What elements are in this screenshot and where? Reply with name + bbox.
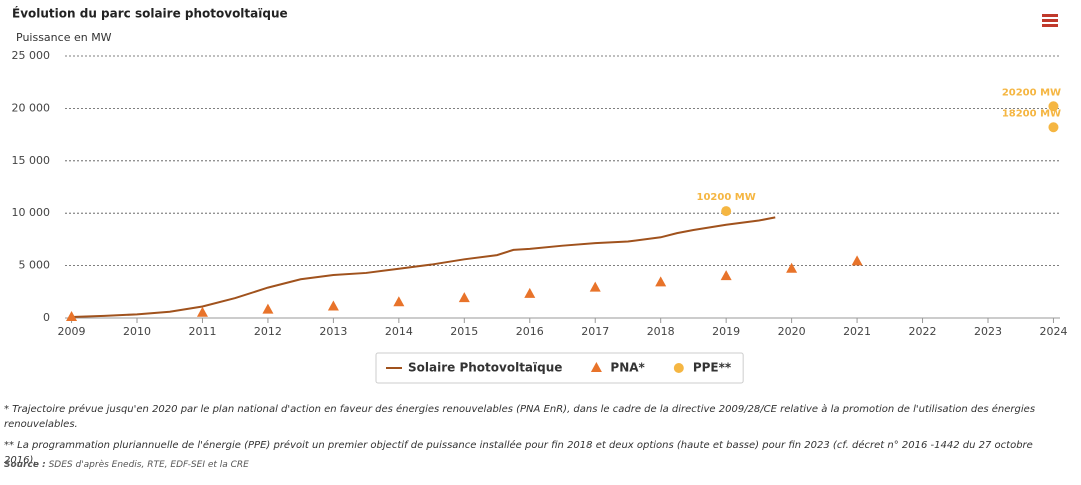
x-tick-label: 2016 xyxy=(516,325,544,338)
x-tick-label: 2011 xyxy=(188,325,216,338)
data-label: 10200 MW xyxy=(697,192,756,203)
x-tick-label: 2019 xyxy=(712,325,740,338)
y-axis-label: Puissance en MW xyxy=(16,31,112,44)
x-tick-label: 2018 xyxy=(647,325,675,338)
triangle-marker xyxy=(327,300,339,311)
legend-label: PNA* xyxy=(610,361,645,375)
triangle-marker xyxy=(655,276,667,287)
triangle-marker xyxy=(66,310,78,321)
y-tick-label: 15 000 xyxy=(12,154,51,167)
x-tick-label: 2020 xyxy=(778,325,806,338)
chart: Évolution du parc solaire photovoltaïque… xyxy=(12,6,1067,384)
menu-icon[interactable] xyxy=(1042,14,1058,27)
y-tick-label: 0 xyxy=(43,311,50,324)
series-line xyxy=(71,216,776,318)
legend-label: Solaire Photovoltaïque xyxy=(408,361,562,375)
legend-box xyxy=(375,352,744,384)
triangle-marker xyxy=(720,270,732,281)
x-tick-label: 2024 xyxy=(1039,325,1067,338)
circle-marker xyxy=(721,206,732,217)
x-tick-label: 2014 xyxy=(385,325,413,338)
data-label: 18200 MW xyxy=(1002,108,1061,119)
triangle-marker xyxy=(851,255,863,266)
triangle-marker xyxy=(524,287,536,298)
y-tick-label: 5 000 xyxy=(19,259,51,272)
circle-marker xyxy=(1048,122,1059,133)
circle-marker xyxy=(1048,101,1059,112)
x-tick-label: 2017 xyxy=(581,325,609,338)
footnote: * Trajectoire prévue jusqu'en 2020 par l… xyxy=(4,404,1036,430)
y-tick-label: 25 000 xyxy=(12,49,51,62)
triangle-marker xyxy=(393,296,405,307)
x-tick-label: 2013 xyxy=(319,325,347,338)
legend-symbol xyxy=(590,362,602,372)
legend: Solaire Photovoltaïque PNA* PPE** xyxy=(375,352,744,384)
footnote: ** La programmation pluriannuelle de l'é… xyxy=(4,440,1033,466)
legend-label: PPE** xyxy=(693,361,732,375)
triangle-marker xyxy=(196,306,208,317)
triangle-marker xyxy=(262,303,274,314)
chart-title: Évolution du parc solaire photovoltaïque xyxy=(12,6,288,21)
x-tick-label: 2021 xyxy=(843,325,871,338)
y-tick-label: 20 000 xyxy=(12,101,51,114)
x-tick-label: 2012 xyxy=(254,325,282,338)
legend-symbol xyxy=(673,363,684,373)
x-tick-label: 2015 xyxy=(450,325,478,338)
triangle-marker xyxy=(458,292,470,303)
source-label: Source : xyxy=(4,460,46,470)
triangle-marker xyxy=(589,281,601,292)
triangle-marker xyxy=(786,262,798,273)
data-label: 20200 MW xyxy=(1002,87,1061,98)
x-tick-label: 2022 xyxy=(909,325,937,338)
source-text: SDES d'après Enedis, RTE, EDF-SEI et la … xyxy=(48,460,249,470)
x-tick-label: 2023 xyxy=(974,325,1002,338)
x-tick-label: 2010 xyxy=(123,325,151,338)
source: Source : SDES d'après Enedis, RTE, EDF-S… xyxy=(4,458,1054,473)
y-tick-label: 10 000 xyxy=(12,206,51,219)
x-tick-label: 2009 xyxy=(58,325,86,338)
